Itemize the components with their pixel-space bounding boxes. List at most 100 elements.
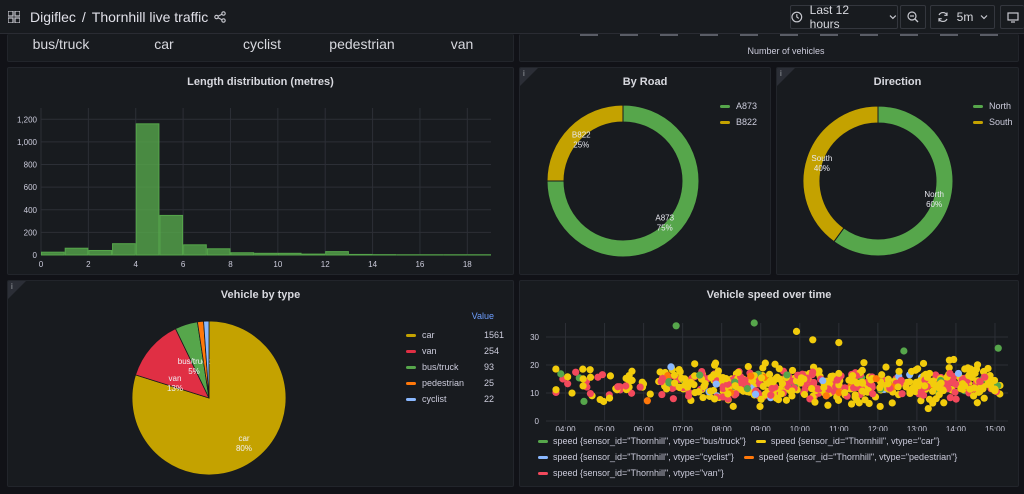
scatter-point[interactable] — [975, 385, 983, 393]
scatter-point[interactable] — [921, 382, 929, 390]
scatter-point[interactable] — [580, 397, 588, 405]
scatter-point[interactable] — [724, 390, 732, 398]
scatter-point[interactable] — [858, 379, 867, 387]
scatter-point[interactable] — [782, 396, 790, 404]
histogram-bar[interactable] — [159, 214, 184, 256]
histogram-bar[interactable] — [88, 249, 113, 256]
scatter-point[interactable] — [731, 382, 739, 390]
legend-item[interactable]: A873 — [720, 98, 757, 114]
scatter-point[interactable] — [919, 359, 928, 368]
scatter-point[interactable] — [964, 364, 972, 372]
scatter-point[interactable] — [822, 392, 830, 400]
scatter-point[interactable] — [841, 388, 849, 397]
scatter-point[interactable] — [895, 358, 903, 367]
scatter-point[interactable] — [895, 367, 903, 375]
legend-item[interactable]: van 254 — [406, 343, 508, 359]
scatter-point[interactable] — [757, 395, 765, 403]
scatter-point[interactable] — [579, 365, 587, 373]
scatter-point[interactable] — [940, 399, 948, 407]
scatter-point[interactable] — [744, 362, 752, 371]
scatter-point[interactable] — [662, 385, 671, 393]
scatter-point[interactable] — [797, 374, 806, 382]
scatter-point[interactable] — [768, 384, 776, 393]
scatter-point[interactable] — [990, 376, 999, 385]
scatter-point[interactable] — [643, 397, 651, 405]
scatter-point[interactable] — [672, 322, 680, 330]
scatter-point[interactable] — [973, 399, 981, 407]
info-corner[interactable]: i — [777, 68, 795, 86]
histogram-bar[interactable] — [325, 251, 349, 256]
scatter-point[interactable] — [827, 372, 835, 381]
scatter-point[interactable] — [771, 360, 779, 368]
scatter-point[interactable] — [605, 394, 614, 402]
scatter-point[interactable] — [965, 372, 973, 380]
scatter-point[interactable] — [954, 369, 963, 378]
legend-value-header[interactable]: Value — [471, 311, 494, 321]
scatter-point[interactable] — [809, 336, 817, 344]
scatter-point[interactable] — [622, 382, 630, 390]
scatter-point[interactable] — [664, 371, 672, 380]
scatter-point[interactable] — [767, 391, 775, 399]
scatter-point[interactable] — [627, 389, 636, 397]
scatter-point[interactable] — [568, 389, 576, 397]
scatter-point[interactable] — [946, 394, 954, 402]
scatter-point[interactable] — [783, 371, 791, 379]
scatter-point[interactable] — [707, 373, 715, 382]
scatter-point[interactable] — [756, 402, 764, 411]
scatter-point[interactable] — [868, 390, 877, 398]
scatter-point[interactable] — [951, 388, 959, 396]
scatter-point[interactable] — [848, 373, 856, 381]
scatter-point[interactable] — [950, 355, 958, 364]
scatter-point[interactable] — [882, 363, 890, 371]
scatter-point[interactable] — [775, 365, 783, 373]
scatter-point[interactable] — [552, 386, 560, 394]
scatter-point[interactable] — [625, 371, 633, 380]
histogram-bar[interactable] — [254, 252, 278, 256]
scatter-point[interactable] — [808, 384, 816, 393]
scatter-point[interactable] — [952, 395, 960, 403]
scatter-point[interactable] — [792, 327, 801, 335]
legend-item[interactable]: speed {sensor_id="Thornhill", vtype="cyc… — [538, 449, 734, 465]
scatter-point[interactable] — [695, 388, 703, 396]
pie-slice[interactable] — [135, 328, 210, 399]
histogram-bar[interactable] — [135, 123, 160, 256]
scatter-point[interactable] — [572, 368, 580, 376]
scatter-point[interactable] — [969, 392, 978, 400]
pie-slice[interactable] — [802, 105, 879, 243]
scatter-point[interactable] — [984, 364, 992, 373]
scatter-point[interactable] — [900, 347, 908, 355]
scatter-point[interactable] — [924, 404, 932, 413]
pie-slice[interactable] — [833, 105, 954, 257]
scatter-point[interactable] — [907, 367, 916, 376]
scatter-point[interactable] — [858, 387, 866, 395]
scatter-point[interactable] — [552, 365, 560, 373]
scatter-point[interactable] — [919, 391, 928, 399]
panel-title[interactable]: Vehicle by type — [220, 289, 301, 301]
scatter-point[interactable] — [665, 379, 673, 387]
pie-slice[interactable] — [546, 104, 700, 258]
scatter-point[interactable] — [847, 400, 856, 408]
scatter-point[interactable] — [939, 386, 947, 394]
scatter-point[interactable] — [734, 368, 742, 377]
scatter-point[interactable] — [945, 364, 953, 372]
scatter-point[interactable] — [902, 383, 910, 391]
scatter-point[interactable] — [923, 373, 931, 381]
scatter-point[interactable] — [981, 373, 989, 381]
panel-title[interactable]: Direction — [873, 76, 922, 88]
scatter-point[interactable] — [579, 375, 587, 383]
scatter-point[interactable] — [935, 381, 943, 389]
scatter-point[interactable] — [759, 382, 767, 390]
scatter-point[interactable] — [878, 371, 886, 379]
grid-icon[interactable] — [8, 10, 20, 23]
panel-title[interactable]: Vehicle speed over time — [706, 289, 832, 301]
scatter-point[interactable] — [564, 373, 572, 381]
scatter-point[interactable] — [860, 359, 868, 367]
pie-slice[interactable] — [203, 320, 210, 399]
legend-item[interactable]: speed {sensor_id="Thornhill", vtype="ped… — [743, 449, 957, 465]
legend-item[interactable]: car 1561 — [406, 327, 508, 343]
scatter-point[interactable] — [681, 375, 689, 383]
legend-item[interactable]: B822 — [720, 114, 757, 130]
scatter-point[interactable] — [788, 387, 796, 395]
scatter-point[interactable] — [614, 383, 622, 391]
scatter-point[interactable] — [952, 380, 960, 388]
